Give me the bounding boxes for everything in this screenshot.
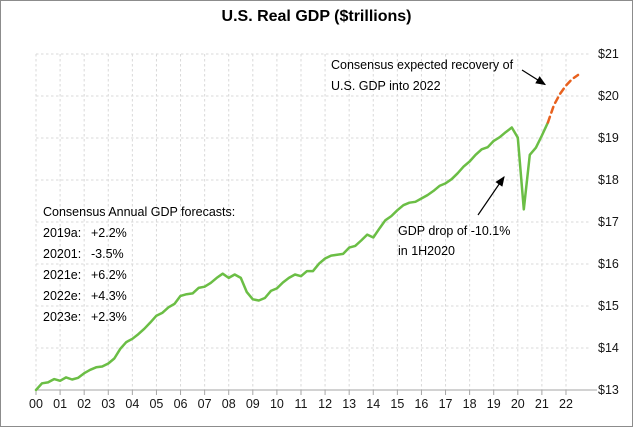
chart-title: U.S. Real GDP ($trillions) <box>221 8 412 25</box>
forecast-row: 2023e: +2.3% <box>43 307 235 328</box>
annotation-recovery-line2: U.S. GDP into 2022 <box>331 79 441 93</box>
y-tick-label: $18 <box>598 173 619 187</box>
x-tick-label: 17 <box>438 397 453 411</box>
x-tick-label: 01 <box>53 397 68 411</box>
x-tick-label: 02 <box>77 397 92 411</box>
forecast-year-label: 2023e: <box>43 310 82 324</box>
annotation-recovery: Consensus expected recovery of U.S. GDP … <box>331 55 513 97</box>
forecast-value: -3.5% <box>91 247 124 261</box>
x-tick-label: 20 <box>510 397 525 411</box>
forecast-row: 2021e: +6.2% <box>43 265 235 286</box>
x-tick-label: 16 <box>414 397 429 411</box>
x-tick-label: 21 <box>534 397 549 411</box>
x-tick-label: 09 <box>245 397 260 411</box>
x-tick-label: 06 <box>173 397 188 411</box>
forecasts-heading: Consensus Annual GDP forecasts: <box>43 205 236 219</box>
forecast-year-label: 2022e: <box>43 289 82 303</box>
forecast-value: +4.3% <box>91 289 127 303</box>
axes <box>35 389 597 395</box>
forecast-year-label: 2021e: <box>43 268 82 282</box>
x-tick-label: 11 <box>294 397 308 411</box>
y-tick-label: $17 <box>598 215 619 229</box>
y-tick-label: $19 <box>598 131 619 145</box>
x-tick-label: 05 <box>149 397 164 411</box>
y-tick-label: $13 <box>598 383 619 397</box>
x-tick-label: 00 <box>29 397 43 411</box>
annotation-forecasts: Consensus Annual GDP forecasts: 2019a: +2… <box>43 202 235 328</box>
x-tick-label: 15 <box>390 397 405 411</box>
x-tick-label: 18 <box>462 397 477 411</box>
annotation-gdp-drop-line2: in 1H2020 <box>398 244 455 258</box>
x-tick-label: 12 <box>318 397 333 411</box>
series-consensus-forecast <box>546 73 580 124</box>
y-tick-label: $20 <box>598 89 619 103</box>
forecast-row: 2022e: +4.3% <box>43 286 235 307</box>
forecast-value: +6.2% <box>91 268 127 282</box>
gdp-drop-arrow <box>477 176 505 216</box>
forecast-year-label: 20201: <box>43 247 82 261</box>
x-tick-label: 03 <box>101 397 116 411</box>
forecast-rows: 2019a: +2.2% 20201: -3.5% 2021e: +6.2% 2022e: +… <box>43 223 235 328</box>
x-tick-label: 13 <box>342 397 357 411</box>
annotation-gdp-drop: GDP drop of -10.1% in 1H2020 <box>398 221 510 261</box>
x-tick-label: 10 <box>269 397 284 411</box>
data-series <box>34 73 580 392</box>
x-tick-label: 19 <box>486 397 501 411</box>
forecast-value: +2.2% <box>91 226 127 240</box>
x-tick-label: 07 <box>197 397 212 411</box>
x-tick-label: 22 <box>559 397 573 411</box>
annotation-gdp-drop-line1: GDP drop of -10.1% <box>398 224 511 238</box>
forecast-row: 20201: -3.5% <box>43 244 235 265</box>
annotation-recovery-line1: Consensus expected recovery of <box>331 58 514 72</box>
series-actual-gdp <box>34 121 550 392</box>
y-tick-label: $16 <box>598 257 619 271</box>
y-tick-label: $14 <box>598 341 619 355</box>
annotation-arrows <box>477 69 547 216</box>
recovery-arrow <box>521 69 547 86</box>
forecast-row: 2019a: +2.2% <box>43 223 235 244</box>
x-tick-label: 04 <box>125 397 140 411</box>
x-tick-label: 08 <box>221 397 236 411</box>
gridlines <box>35 53 589 390</box>
y-tick-label: $15 <box>598 299 619 313</box>
forecast-year-label: 2019a: <box>43 226 82 240</box>
y-tick-label: $21 <box>598 47 619 61</box>
forecast-value: +2.3% <box>91 310 127 324</box>
x-tick-label: 14 <box>366 397 381 411</box>
